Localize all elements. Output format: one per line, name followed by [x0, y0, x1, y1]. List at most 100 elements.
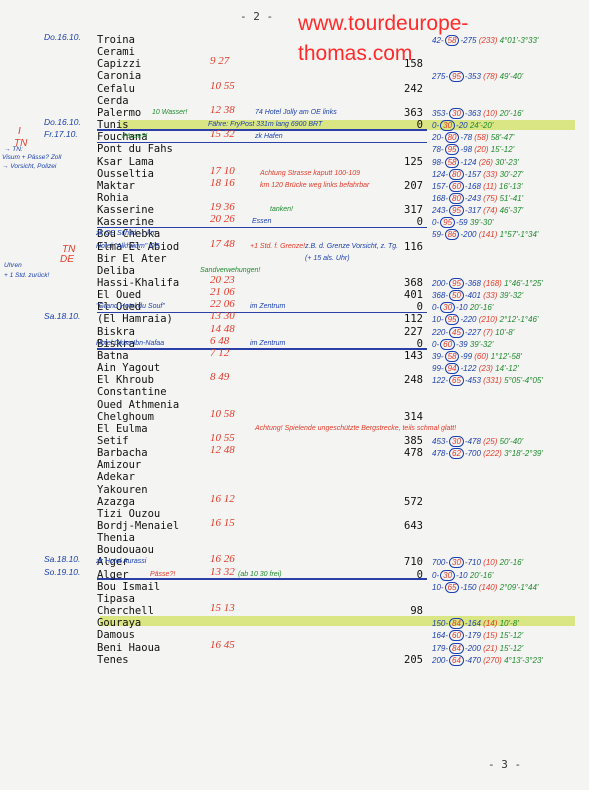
km-value: 710 [404, 556, 423, 569]
segment-distance: (331) [483, 376, 505, 386]
place-name: Beni Haoua [97, 641, 161, 654]
segment-time: 39'-32' [499, 291, 524, 301]
route-end: -10 [456, 303, 470, 313]
segment-distance: (78) [483, 72, 500, 82]
place-name: Ain Yagout [97, 362, 161, 375]
route-line: 39- 58 -99 (60) 1°12'-58' [432, 350, 522, 362]
route-start: 10- [432, 582, 444, 592]
segment-time: 20'-16' [469, 570, 494, 580]
km-value: 0 [416, 119, 423, 132]
km-value: 125 [404, 155, 423, 168]
route-end: -353 [464, 72, 484, 82]
speed-circle: 65 [449, 375, 464, 387]
segment-time: 15'-12' [499, 631, 524, 641]
place-name: Cerda [97, 94, 129, 107]
handwritten-note: zk Hotel Aurassi [96, 558, 147, 566]
km-value: 98 [410, 605, 423, 618]
km-value: 0 [416, 301, 423, 314]
route-line: 0- 30 -10 20'-16' [432, 302, 494, 314]
km-value: 363 [404, 106, 423, 119]
speed-circle: 80 [444, 132, 460, 144]
segment-time: 20'-16' [499, 558, 524, 568]
place-name: Thenia [97, 532, 135, 545]
route-start: 168- [432, 193, 449, 203]
time-entry: 12 38 [210, 103, 235, 116]
place-name: Biskra [97, 325, 135, 338]
route-end: -78 [460, 133, 475, 143]
km-value: 572 [404, 495, 423, 508]
time-entry: 13 32 [210, 565, 235, 578]
segment-time: 5°05'-4°05' [504, 376, 543, 386]
route-start: 0- [432, 121, 440, 131]
handwritten-note: +1 Std. f. Grenze! [250, 242, 306, 250]
time-entry: 9 27 [210, 55, 230, 68]
segment-time: 20'-16' [469, 303, 494, 313]
place-name: Alger [97, 568, 129, 581]
route-end: -20 [456, 121, 470, 131]
place-name: Kasserine [97, 216, 154, 229]
route-end: -401 [464, 291, 484, 301]
segment-distance: (33) [483, 169, 500, 179]
km-value: 314 [404, 410, 423, 423]
route-end: -10 [456, 570, 470, 580]
margin-note: I [18, 126, 21, 138]
segment-distance: (10) [483, 108, 500, 118]
speed-circle: 30 [449, 107, 464, 119]
segment-distance: (222) [483, 449, 505, 459]
route-line: 98- 58 -124 (26) 30'-23' [432, 156, 519, 168]
km-value: 368 [404, 277, 423, 289]
segment-distance: (23) [478, 364, 496, 374]
handwritten-note: tanken! [270, 206, 293, 214]
route-start: 39- [432, 351, 444, 361]
route-line: 243- 95 -317 (74) 46'-37' [432, 205, 523, 217]
date-label: Sa.18.10. [44, 554, 81, 565]
margin-note: + 1 Std. zurück! [4, 272, 50, 280]
km-value: 158 [404, 58, 423, 71]
route-start: 150- [432, 619, 449, 629]
place-name: Tenes [97, 653, 129, 666]
time-entry: 21 06 [210, 286, 235, 299]
place-name: Ousseltia [97, 167, 154, 180]
place-name: Elma El Abiod [97, 240, 180, 253]
km-value: 0 [416, 337, 423, 350]
handwritten-note: z.B. d. Grenze Vorsicht, z. Tg. [305, 242, 399, 250]
route-line: 220- 45 -227 (7) 10'-8' [432, 326, 514, 338]
km-value: 248 [404, 374, 423, 387]
route-line: 59- 86 -200 (141) 1°57'-1°34' [432, 229, 538, 241]
separator-line [97, 141, 427, 144]
route-line: 353- 30 -363 (10) 20'-16' [432, 107, 523, 119]
segment-time: 39'-30' [469, 218, 494, 228]
route-start: 478- [432, 449, 449, 459]
route-line: 200- 95 -368 (168) 1°46'-1°25' [432, 278, 543, 289]
time-entry: 6 48 [210, 334, 230, 347]
speed-circle: 95 [449, 205, 464, 217]
segment-time: 30'-23' [495, 157, 519, 167]
speed-circle: 95 [444, 314, 460, 326]
time-entry: 17 48 [210, 237, 235, 250]
time-entry: 16 45 [210, 638, 235, 651]
route-start: 78- [432, 145, 444, 155]
segment-distance: (25) [483, 436, 500, 446]
route-start: 453- [432, 436, 449, 446]
route-line: 168- 80 -243 (75) 51'-41' [432, 192, 523, 204]
route-end: -59 [456, 218, 470, 228]
speed-circle: 45 [449, 326, 464, 338]
segment-time: 15'-12' [499, 643, 524, 653]
segment-time: 50'-40' [499, 436, 524, 446]
segment-time: 30'-27' [499, 169, 524, 179]
speed-circle: 95 [440, 217, 456, 229]
margin-note: DE [60, 253, 74, 265]
speed-circle: 30 [440, 120, 456, 132]
time-entry: 10 58 [210, 407, 235, 420]
segment-distance: (141) [478, 230, 500, 240]
route-line: 122- 65 -453 (331) 5°05'-4°05' [432, 375, 543, 387]
route-end: -39 [456, 339, 470, 349]
time-entry: 7 12 [210, 346, 230, 359]
segment-time: 16'-13' [499, 181, 523, 191]
segment-time: 10'-8' [499, 619, 519, 629]
route-start: 0- [432, 303, 440, 313]
handwritten-note: im Zentrum [250, 303, 286, 311]
route-start: 42- [432, 36, 444, 45]
route-line: 78- 95 -98 (20) 15'-12' [432, 144, 514, 156]
speed-circle: 95 [449, 278, 464, 289]
